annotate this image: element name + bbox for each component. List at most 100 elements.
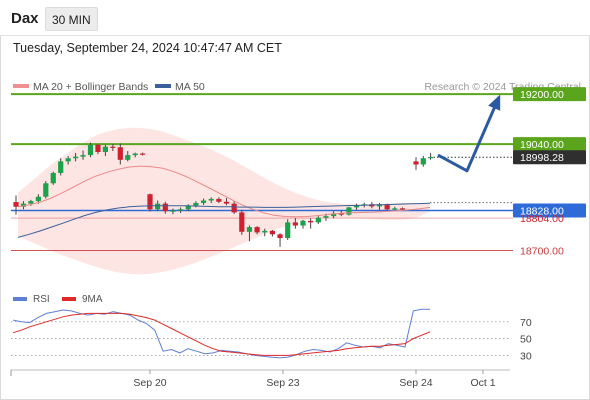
candle-body xyxy=(35,196,41,202)
rsi-ma-legend-swatch xyxy=(62,297,76,301)
ma20-legend-label: MA 20 + Bollinger Bands xyxy=(33,81,148,93)
scenario-arrow-path xyxy=(437,96,501,173)
level-label-target: 19200.00 xyxy=(520,89,564,101)
price-levels xyxy=(11,93,513,251)
level-label-target: 19040.00 xyxy=(520,139,564,151)
candle-body xyxy=(147,194,153,210)
candle-body xyxy=(28,201,34,204)
ma50-legend-swatch xyxy=(155,84,171,88)
rsi-ma-legend-label: 9MA xyxy=(82,294,103,305)
candle-body xyxy=(125,155,131,160)
candle-body xyxy=(254,227,260,233)
candle-body xyxy=(346,207,352,215)
candle-body xyxy=(277,234,283,239)
level-label-last-price: 18998.28 xyxy=(520,152,564,164)
x-tick-label: Sep 24 xyxy=(399,377,432,389)
candle-body xyxy=(315,217,321,223)
candle-body xyxy=(269,230,275,235)
level-label-bg-pivot xyxy=(513,203,586,218)
x-tick-label: Sep 23 xyxy=(266,377,299,389)
candle-body xyxy=(428,156,434,159)
candle-body xyxy=(102,146,108,152)
moving-averages xyxy=(17,165,431,238)
candle-body xyxy=(73,156,79,159)
candle-body xyxy=(117,147,123,160)
symbol-name: Dax xyxy=(11,10,39,27)
candle-body xyxy=(353,205,360,208)
candle-body xyxy=(20,203,27,207)
scenario-arrow xyxy=(437,94,501,173)
candle-body xyxy=(399,208,406,210)
rsi-legend-label: RSI xyxy=(33,294,50,305)
candle-body xyxy=(262,230,268,233)
bollinger-band-area xyxy=(18,127,430,275)
candle-body xyxy=(110,146,116,148)
candle-body xyxy=(231,203,237,213)
candle-body xyxy=(200,200,207,203)
ma50-legend-label: MA 50 xyxy=(175,81,205,93)
candle-body xyxy=(285,222,291,239)
rsi-line xyxy=(12,308,430,359)
ma20-legend-swatch xyxy=(13,84,29,88)
candle-body xyxy=(392,208,398,210)
rsi-legend: RSI 9MA xyxy=(13,294,103,305)
candle-body xyxy=(95,144,101,152)
rsi-panel: 70 50 30 xyxy=(11,308,532,362)
rsi-ma-line xyxy=(12,312,431,356)
bollinger-bands xyxy=(18,127,430,275)
level-label-bg-target xyxy=(513,87,586,102)
level-label-support: 18700.00 xyxy=(520,246,564,258)
candle-body xyxy=(239,212,245,232)
candle-body xyxy=(331,213,337,217)
timestamp: Tuesday, September 24, 2024 10:47:47 AM … xyxy=(13,41,282,55)
candle-body xyxy=(420,158,426,165)
ma50-line xyxy=(17,202,431,238)
rsi-legend-swatch xyxy=(13,297,27,301)
candle-body xyxy=(162,203,168,212)
level-label-pivot: 18828.00 xyxy=(520,206,564,218)
candle-body xyxy=(170,210,176,212)
ma20-line xyxy=(17,165,431,218)
chart-legend: MA 20 + Bollinger Bands MA 50 Research ©… xyxy=(13,81,581,93)
candle-body xyxy=(292,222,298,226)
candle-body xyxy=(185,205,191,210)
top-toolbar: Dax 30 MIN xyxy=(0,0,590,36)
candle-body xyxy=(50,172,56,184)
candle-body xyxy=(208,198,214,201)
candle-body xyxy=(43,183,49,197)
candle-body xyxy=(216,198,222,202)
candle-body xyxy=(87,144,94,156)
x-axis: Sep 20 Sep 23 Sep 24 Oct 1 xyxy=(10,370,496,389)
candlesticks xyxy=(13,142,434,247)
candle-body xyxy=(413,161,419,165)
scenario-arrow-head xyxy=(488,94,501,111)
candle-body xyxy=(376,204,383,207)
candle-body xyxy=(13,202,19,207)
candle-body xyxy=(223,201,230,204)
rsi-tick-label: 70 xyxy=(520,317,532,329)
candle-body xyxy=(155,203,161,210)
candle-body xyxy=(323,216,329,218)
candle-body xyxy=(140,153,146,155)
rsi-tick-label: 50 xyxy=(520,334,532,346)
rsi-tick-label: 30 xyxy=(520,350,532,362)
candle-body xyxy=(132,153,138,156)
candle-body xyxy=(58,161,64,173)
candle-body xyxy=(193,203,199,206)
candle-body xyxy=(300,220,306,226)
interval-selector[interactable]: 30 MIN xyxy=(45,7,98,31)
candle-body xyxy=(178,209,184,211)
candle-body xyxy=(65,158,71,162)
level-label-bg-target xyxy=(513,137,586,152)
candle-body xyxy=(308,220,314,223)
candle-body xyxy=(80,155,86,157)
candle-body xyxy=(384,204,390,210)
candle-body xyxy=(246,227,253,232)
x-tick-label: Sep 20 xyxy=(133,377,166,389)
level-label-bg-last-price xyxy=(513,150,586,165)
level-label-prior-close: 18804.00 xyxy=(520,213,564,225)
candle-body xyxy=(338,213,344,215)
x-tick-label: Oct 1 xyxy=(470,377,495,389)
